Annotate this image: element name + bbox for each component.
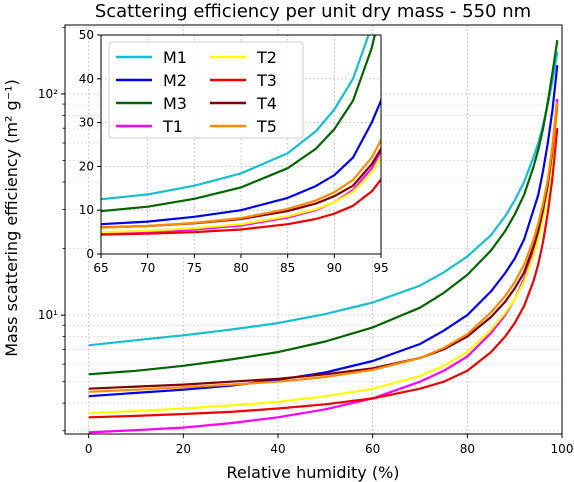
inset-series-line-t2 bbox=[101, 154, 381, 234]
x-tick-label-40: 40 bbox=[270, 442, 285, 456]
x-axis-label: Relative humidity (%) bbox=[226, 463, 399, 482]
inset-x-tick-label-85: 85 bbox=[280, 261, 295, 275]
series-line-t4 bbox=[88, 103, 559, 390]
x-tick-label-80: 80 bbox=[460, 442, 475, 456]
inset-y-tick-label-50: 50 bbox=[79, 28, 94, 42]
legend-label-m3: M3 bbox=[163, 94, 187, 113]
inset-x-tick-label-95: 95 bbox=[373, 261, 388, 275]
y-axis-label: Mass scattering efficiency (m² g⁻¹) bbox=[2, 79, 21, 357]
legend-label-t2: T2 bbox=[256, 48, 277, 67]
series-line-m3 bbox=[88, 40, 559, 376]
legend-label-m2: M2 bbox=[163, 71, 187, 90]
series-line-t5 bbox=[88, 101, 559, 393]
inset-x-tick-label-75: 75 bbox=[187, 261, 202, 275]
inset-series-line-t1 bbox=[101, 147, 381, 235]
x-tick-label-100: 100 bbox=[551, 442, 574, 456]
x-tick-label-0: 0 bbox=[85, 442, 93, 456]
inset-series-line-t3 bbox=[101, 176, 381, 236]
chart-title: Scattering efficiency per unit dry mass … bbox=[95, 1, 531, 22]
inset-series-line-t4 bbox=[101, 145, 381, 229]
legend-box bbox=[108, 41, 304, 139]
legend-label-m1: M1 bbox=[163, 48, 187, 67]
legend-label-t5: T5 bbox=[256, 117, 277, 136]
inset-series-line-m3 bbox=[101, 35, 376, 213]
main-series-layer bbox=[88, 40, 559, 434]
legend-label-t1: T1 bbox=[162, 117, 183, 136]
inset-y-tick-label-30: 30 bbox=[79, 116, 94, 130]
series-line-t2 bbox=[88, 109, 559, 415]
inset-ticks: 65 70 75 80 85 90 95 0 10 20 30 40 50 bbox=[79, 28, 389, 275]
legend-label-t4: T4 bbox=[256, 94, 277, 113]
main-plot-frame bbox=[64, 24, 563, 435]
inset-y-tick-label-20: 20 bbox=[79, 159, 94, 173]
inset-series-line-t5 bbox=[101, 136, 381, 229]
x-tick-label-60: 60 bbox=[365, 442, 380, 456]
inset-series-line-m2 bbox=[101, 95, 381, 226]
inset-x-tick-label-70: 70 bbox=[140, 261, 155, 275]
inset-x-tick-label-80: 80 bbox=[233, 261, 248, 275]
y-tick-label-10: 10¹ bbox=[38, 308, 58, 322]
inset-x-tick-label-90: 90 bbox=[327, 261, 342, 275]
inset-x-tick-label-65: 65 bbox=[93, 261, 108, 275]
inset-y-tick-label-0: 0 bbox=[86, 247, 94, 261]
legend-label-t3: T3 bbox=[256, 71, 277, 90]
x-tick-label-20: 20 bbox=[176, 442, 191, 456]
inset-series-line-m1 bbox=[101, 35, 370, 201]
inset-y-tick-label-40: 40 bbox=[79, 72, 94, 86]
inset-y-tick-label-10: 10 bbox=[79, 203, 94, 217]
inset-series-layer bbox=[101, 35, 381, 236]
legend: M1 M2 M3 T1 T2 T3 T4 T5 bbox=[108, 41, 304, 139]
series-line-t3 bbox=[88, 128, 559, 419]
y-tick-label-100: 10² bbox=[38, 87, 58, 101]
